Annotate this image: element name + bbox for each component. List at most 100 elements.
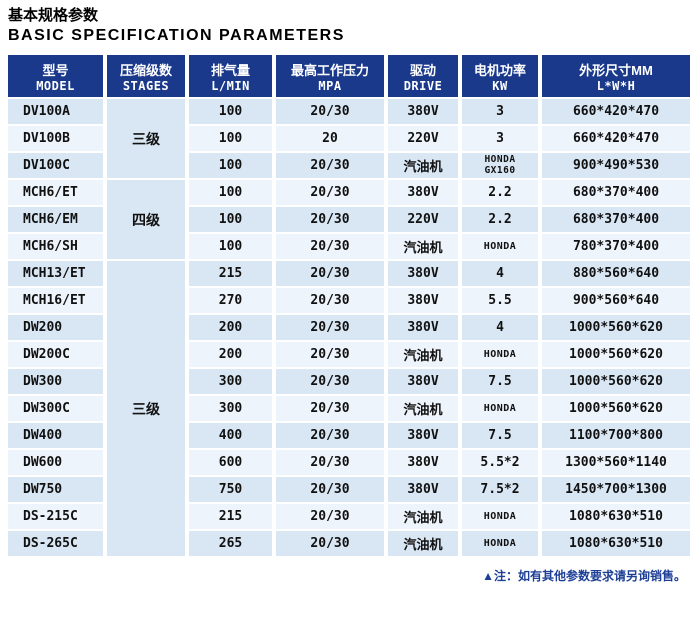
cell-model: MCH13/ET xyxy=(8,261,103,287)
cell-power: 2.2 xyxy=(462,180,538,206)
table-row: DW300 300 20/30 380V 7.5 1000*560*620 xyxy=(8,369,690,395)
cell-dimensions: 660*420*470 xyxy=(542,99,690,125)
cell-drive: 380V xyxy=(388,99,458,125)
cell-power: 5.5*2 xyxy=(462,450,538,476)
cell-displacement: 100 xyxy=(189,99,272,125)
cell-stages: 三级 xyxy=(107,99,185,179)
cell-dimensions: 680*370*400 xyxy=(542,207,690,233)
cell-drive: 220V xyxy=(388,207,458,233)
column-header-zh: 外形尺寸MM xyxy=(579,62,653,78)
header-row: 型号 MODEL 压缩级数 STAGES 排气量 L/MIN 最高工作压力 MPA 驱动 DRIV… xyxy=(8,55,690,98)
cell-pressure: 20/30 xyxy=(276,504,384,530)
cell-drive: 220V xyxy=(388,126,458,152)
spec-table: 型号 MODEL 压缩级数 STAGES 排气量 L/MIN 最高工作压力 MPA 驱动 DRIV… xyxy=(4,53,694,558)
column-header-stages: 压缩级数 STAGES xyxy=(107,55,185,98)
cell-displacement: 600 xyxy=(189,450,272,476)
cell-power: HONDA GX160 xyxy=(462,153,538,179)
cell-displacement: 100 xyxy=(189,234,272,260)
cell-pressure: 20/30 xyxy=(276,396,384,422)
cell-drive: 汽油机 xyxy=(388,234,458,260)
cell-model: DW750 xyxy=(8,477,103,503)
cell-displacement: 100 xyxy=(189,126,272,152)
table-row: DW400 400 20/30 380V 7.5 1100*700*800 xyxy=(8,423,690,449)
cell-model: DS-215C xyxy=(8,504,103,530)
column-header-en: MPA xyxy=(318,78,342,93)
cell-displacement: 100 xyxy=(189,207,272,233)
column-header-zh: 型号 xyxy=(42,62,69,78)
table-row: MCH6/ET 四级 100 20/30 380V 2.2 680*370*400 xyxy=(8,180,690,260)
table-row: DW300C 300 20/30 汽油机 HONDA 1000*560*620 xyxy=(8,396,690,422)
column-header-zh: 排气量 xyxy=(210,62,250,78)
column-header-en: STAGES xyxy=(122,78,170,93)
cell-power: HONDA xyxy=(462,234,538,260)
table-row: DW600 600 20/30 380V 5.5*2 1300*560*1140 xyxy=(8,450,690,476)
cell-dimensions: 1100*700*800 xyxy=(542,423,690,449)
column-header-en: MODEL xyxy=(36,78,75,93)
column-header-zh: 压缩级数 xyxy=(119,62,172,78)
cell-pressure: 20/30 xyxy=(276,369,384,395)
cell-stages: 三级 xyxy=(107,261,185,557)
cell-model: MCH6/ET xyxy=(8,180,103,206)
cell-drive: 380V xyxy=(388,369,458,395)
cell-dimensions: 900*560*640 xyxy=(542,288,690,314)
page-title-en: BASIC SPECIFICATION PARAMETERS xyxy=(8,27,345,45)
cell-pressure: 20/30 xyxy=(276,450,384,476)
cell-model: DW300C xyxy=(8,396,103,422)
cell-power: 4 xyxy=(462,315,538,341)
cell-dimensions: 900*490*530 xyxy=(542,153,690,179)
cell-model: DV100B xyxy=(8,126,103,152)
column-header-zh: 最高工作压力 xyxy=(290,62,369,78)
table-row: DS-265C 265 20/30 汽油机 HONDA 1080*630*510 xyxy=(8,531,690,557)
column-header-en: DRIVE xyxy=(403,78,443,93)
cell-power: 4 xyxy=(462,261,538,287)
cell-pressure: 20 xyxy=(276,126,384,152)
cell-power: 3 xyxy=(462,99,538,125)
cell-model: DS-265C xyxy=(8,531,103,557)
page-title-zh: 基本规格参数 xyxy=(8,7,99,24)
table-row: MCH13/ET 三级 215 20/30 380V 4 880*560*640 xyxy=(8,261,690,557)
column-header-zh: 驱动 xyxy=(409,62,436,78)
table-row: DW200C 200 20/30 汽油机 HONDA 1000*560*620 xyxy=(8,342,690,368)
cell-power: 7.5 xyxy=(462,423,538,449)
cell-drive: 380V xyxy=(388,180,458,206)
cell-power: 3 xyxy=(462,126,538,152)
cell-model: DV100A xyxy=(8,99,103,125)
cell-pressure: 20/30 xyxy=(276,99,384,125)
table-row: DV100A 三级 100 20/30 380V 3 660*420*470 xyxy=(8,99,690,179)
cell-displacement: 270 xyxy=(189,288,272,314)
cell-displacement: 215 xyxy=(189,261,272,287)
cell-drive: 汽油机 xyxy=(388,153,458,179)
table-row: DW200 200 20/30 380V 4 1000*560*620 xyxy=(8,315,690,341)
cell-dimensions: 680*370*400 xyxy=(542,180,690,206)
cell-pressure: 20/30 xyxy=(276,261,384,287)
column-header-zh: 电机功率 xyxy=(473,62,526,78)
cell-power: HONDA xyxy=(462,531,538,557)
cell-power: 7.5*2 xyxy=(462,477,538,503)
cell-dimensions: 1300*560*1140 xyxy=(542,450,690,476)
cell-power: HONDA xyxy=(462,342,538,368)
table-body: DV100A 三级 100 20/30 380V 3 660*420*470 DV100B 10… xyxy=(8,99,690,557)
cell-pressure: 20/30 xyxy=(276,477,384,503)
cell-drive: 380V xyxy=(388,315,458,341)
table-row: MCH6/SH 100 20/30 汽油机 HONDA 780*370*400 xyxy=(8,234,690,260)
table-row: DV100B 100 20 220V 3 660*420*470 xyxy=(8,126,690,152)
cell-dimensions: 660*420*470 xyxy=(542,126,690,152)
cell-dimensions: 1000*560*620 xyxy=(542,315,690,341)
cell-pressure: 20/30 xyxy=(276,180,384,206)
cell-drive: 380V xyxy=(388,261,458,287)
cell-dimensions: 1000*560*620 xyxy=(542,369,690,395)
cell-dimensions: 780*370*400 xyxy=(542,234,690,260)
cell-pressure: 20/30 xyxy=(276,288,384,314)
table-row: MCH6/EM 100 20/30 220V 2.2 680*370*400 xyxy=(8,207,690,233)
cell-drive: 汽油机 xyxy=(388,396,458,422)
cell-pressure: 20/30 xyxy=(276,423,384,449)
cell-drive: 380V xyxy=(388,288,458,314)
cell-drive: 380V xyxy=(388,477,458,503)
column-header-model: 型号 MODEL xyxy=(8,55,103,98)
cell-pressure: 20/30 xyxy=(276,342,384,368)
cell-drive: 汽油机 xyxy=(388,504,458,530)
cell-power: HONDA xyxy=(462,504,538,530)
cell-model: DV100C xyxy=(8,153,103,179)
cell-pressure: 20/30 xyxy=(276,315,384,341)
